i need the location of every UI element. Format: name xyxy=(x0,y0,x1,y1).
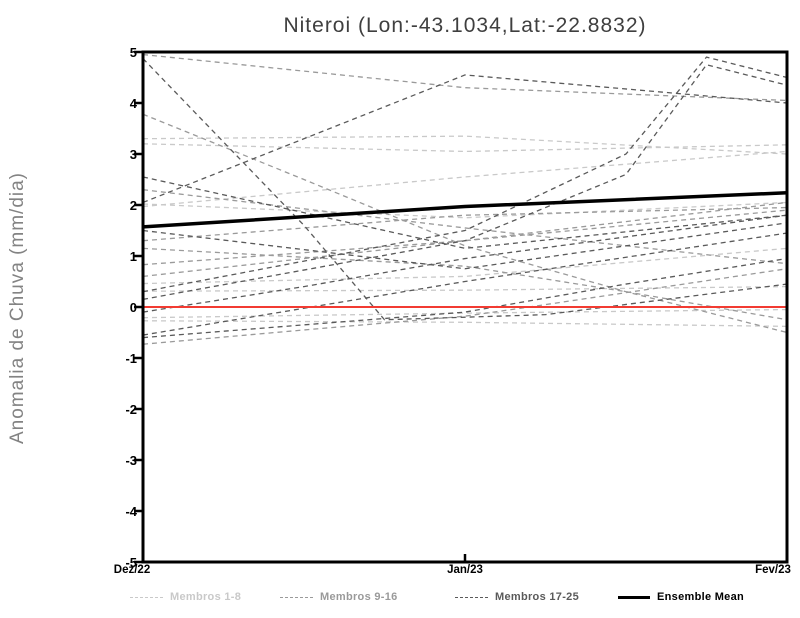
legend-entry-3: Membros 17-25 xyxy=(455,590,579,604)
y-tick-label: 1 xyxy=(129,249,137,264)
legend-solid-line-icon xyxy=(618,595,650,599)
legend-label: Membros 17-25 xyxy=(495,591,579,603)
member-line-group1 xyxy=(142,285,788,292)
legend-label: Membros 9-16 xyxy=(320,591,398,603)
legend-dashed-line-icon xyxy=(280,596,313,598)
member-line-group3 xyxy=(142,214,788,313)
y-tick-label: -1 xyxy=(125,351,137,366)
member-line-group2 xyxy=(142,201,788,278)
member-line-group3 xyxy=(142,74,788,204)
legend-dashed-line-icon xyxy=(455,596,488,598)
y-tick-label: 5 xyxy=(129,45,137,60)
member-line-group2 xyxy=(142,209,788,266)
chart-legend: Membros 1-8 Membros 9-16 Membros 17-25 Ense… xyxy=(0,590,800,606)
member-line-group2 xyxy=(142,113,788,334)
member-line-group2 xyxy=(142,53,788,102)
y-tick-label: -2 xyxy=(125,402,137,417)
member-line-group1 xyxy=(142,143,788,153)
member-line-group2 xyxy=(142,247,788,321)
x-tick-dez22: Dez/22 xyxy=(113,564,151,576)
legend-dashed-line-icon xyxy=(130,596,163,598)
y-tick-label: -3 xyxy=(125,453,137,468)
y-tick-label: -4 xyxy=(125,504,137,519)
member-line-group2 xyxy=(142,206,788,242)
y-tick-label: 3 xyxy=(129,147,137,162)
legend-entry-4: Ensemble Mean xyxy=(618,590,744,604)
legend-entry-2: Membros 9-16 xyxy=(280,590,398,604)
member-line-group3 xyxy=(142,58,788,321)
x-tick-fev23: Fev/23 xyxy=(755,564,791,576)
y-tick-label: 0 xyxy=(129,300,137,315)
member-line-group1 xyxy=(142,320,788,328)
member-line-group3 xyxy=(142,257,788,339)
legend-label: Ensemble Mean xyxy=(657,591,745,603)
y-tick-label: 4 xyxy=(129,96,137,111)
legend-label: Membros 1-8 xyxy=(170,591,242,603)
member-line-group1 xyxy=(142,247,788,285)
member-line-group1 xyxy=(142,308,788,319)
member-line-group2 xyxy=(142,189,788,265)
member-line-group3 xyxy=(142,232,788,336)
y-tick-label: 2 xyxy=(129,198,137,213)
member-line-group1 xyxy=(142,135,788,155)
member-line-group3 xyxy=(142,56,788,293)
member-line-group1 xyxy=(142,201,788,219)
x-tick-jan23: Jan/23 xyxy=(447,564,483,576)
member-line-group3 xyxy=(142,64,788,300)
legend-entry-1: Membros 1-8 xyxy=(130,590,241,604)
member-line-group3 xyxy=(142,222,788,270)
member-line-group3 xyxy=(142,176,788,250)
y-axis-label: Anomalia de Chuva (mm/dia) xyxy=(7,171,28,445)
y-tick-label: -5 xyxy=(125,555,137,570)
chart-title: Niteroi (Lon:-43.1034,Lat:-22.8832) xyxy=(283,14,647,37)
ensemble-mean-line xyxy=(142,191,788,229)
